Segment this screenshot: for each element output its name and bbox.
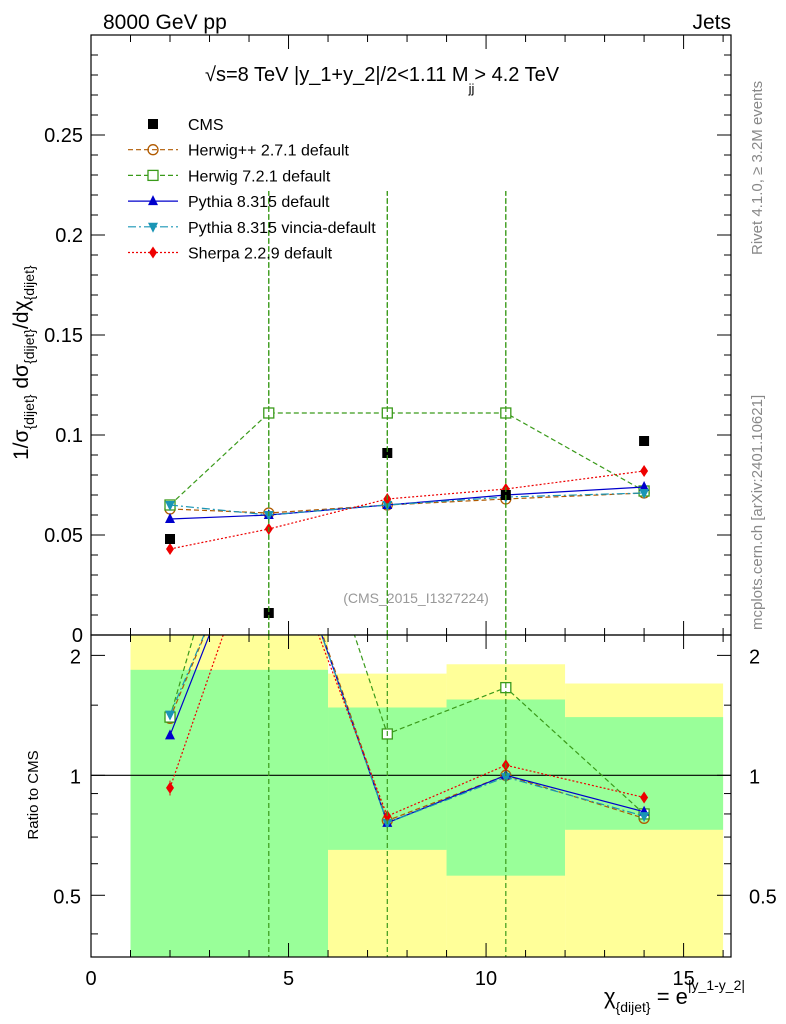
legend-label-vincia: Pythia 8.315 vincia-default [188,220,376,237]
main-point-sherpa [166,543,175,555]
ratio-y-tick-label: 0.5 [53,886,81,908]
legend-label-herwigpp: Herwig++ 2.7.1 default [188,143,350,160]
main-y-axis-label: 1/σ{dijet} dσ{dijet}/dχ{dijet} [10,265,37,460]
legend-marker-sherpa [149,246,157,259]
ratio-point-vincia [500,773,511,784]
legend-marker-vincia [148,222,158,233]
main-point-cms [639,436,650,446]
mcplots-label: mcplots.cern.ch [arXiv:2401.10621] [749,395,766,630]
ratio-frame [90,634,732,958]
main-point-cms [263,608,274,618]
ratio-band-green [130,669,329,957]
ratio-y-axis-label: Ratio to CMS [25,750,42,839]
legend-entry-sherpa: Sherpa 2.2.9 default [128,246,333,263]
main-y-tick-label: 0.1 [55,425,83,447]
main-y-tick-label: 0.2 [55,225,83,247]
main-line-vincia [169,492,645,516]
ratio-y-tick-label: 1 [70,766,81,788]
legend-entry-pythia: Pythia 8.315 default [128,194,330,211]
main-point-cms [382,448,393,458]
main-panel: 0 0.05 0.1 0.15 0.2 0.25 [44,34,732,647]
ratio-point-sherpa [383,810,392,823]
ratio-y-tick-label: 2 [70,646,81,668]
legend-marker-herwig7 [147,169,159,182]
main-line-herwig7 [169,412,645,506]
main-y-tick-label: 0.05 [44,525,83,547]
main-y-tick-label: 0.15 [44,325,83,347]
legend-label-herwig7: Herwig 7.2.1 default [188,168,331,185]
ratio-y-tick-label-right: 2 [749,646,760,668]
ratio-y-tick-label-right: 1 [749,766,760,788]
x-tick-label: 5 [283,968,294,990]
main-line-pythia [169,486,645,520]
legend-label-pythia: Pythia 8.315 default [188,194,330,211]
analysis-watermark: (CMS_2015_I1327224) [343,590,489,606]
ratio-point-pythia [165,729,176,740]
ratio-y-tick-label-right: 0.5 [749,886,777,908]
ratio-point-sherpa [640,791,649,804]
ratio-point-vincia [639,812,650,823]
legend-marker-herwigpp [147,144,159,156]
legend-label-sherpa: Sherpa 2.2.9 default [188,246,333,263]
main-point-vincia [165,501,176,511]
main-point-pythia [165,513,176,523]
ratio-data [91,635,731,957]
x-tick-label: 15 [672,968,694,990]
main-point-cms [165,534,176,544]
header-energy-label: 8000 GeV pp [103,11,227,34]
legend-entry-vincia: Pythia 8.315 vincia-default [128,220,376,237]
legend-entry-herwigpp: Herwig++ 2.7.1 default [128,143,350,160]
main-y-tick-label: 0 [72,625,83,647]
x-tick-label: 0 [85,968,96,990]
rivet-version-label: Rivet 4.1.0, ≥ 3.2M events [749,81,766,255]
main-y-tick-label: 0.25 [44,125,83,147]
legend-marker-pythia [148,195,158,206]
legend-entry-cms: CMS [148,117,224,134]
ratio-point-vincia [165,710,176,721]
legend-marker-cms [148,119,158,129]
header-process-label: Jets [692,11,731,34]
main-point-pythia [639,481,650,491]
legend: CMS Herwig++ 2.7.1 default Herwig 7.2.1 de… [128,117,376,263]
plot-title: √s=8 TeV |y_1+y_2|/2<1.11 Mjj> 4.2 TeV [205,64,560,96]
main-point-sherpa [640,465,649,477]
legend-entry-herwig7: Herwig 7.2.1 default [128,168,331,185]
main-point-vincia [639,489,650,499]
ratio-panel: 0.5 0.5 1 1 2 2 0 5 10 15 [53,634,777,990]
x-tick-label: 10 [475,968,497,990]
legend-label-cms: CMS [188,117,224,134]
main-line-sherpa [169,470,645,550]
